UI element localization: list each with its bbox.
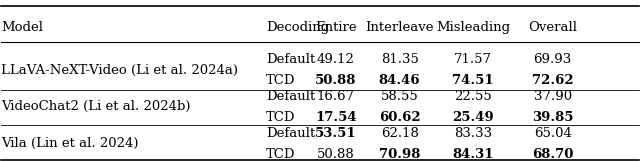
Text: 81.35: 81.35 — [381, 53, 419, 66]
Text: TCD: TCD — [266, 74, 295, 87]
Text: 72.62: 72.62 — [532, 74, 573, 87]
Text: LLaVA-NeXT-Video (Li et al. 2024a): LLaVA-NeXT-Video (Li et al. 2024a) — [1, 63, 238, 76]
Text: 69.93: 69.93 — [534, 53, 572, 66]
Text: VideoChat2 (Li et al. 2024b): VideoChat2 (Li et al. 2024b) — [1, 100, 191, 113]
Text: Misleading: Misleading — [436, 21, 510, 34]
Text: 50.88: 50.88 — [317, 147, 355, 161]
Text: 22.55: 22.55 — [454, 90, 492, 103]
Text: 50.88: 50.88 — [316, 74, 356, 87]
Text: TCD: TCD — [266, 147, 295, 161]
Text: 49.12: 49.12 — [317, 53, 355, 66]
Text: 37.90: 37.90 — [534, 90, 572, 103]
Text: 39.85: 39.85 — [532, 111, 573, 124]
Text: Default: Default — [266, 53, 315, 66]
Text: Decoding: Decoding — [266, 21, 329, 34]
Text: 84.46: 84.46 — [379, 74, 420, 87]
Text: 70.98: 70.98 — [379, 147, 420, 161]
Text: 71.57: 71.57 — [454, 53, 492, 66]
Text: 53.51: 53.51 — [315, 127, 356, 140]
Text: 60.62: 60.62 — [379, 111, 420, 124]
Text: 16.67: 16.67 — [317, 90, 355, 103]
Text: Interleave: Interleave — [365, 21, 434, 34]
Text: 68.70: 68.70 — [532, 147, 573, 161]
Text: 58.55: 58.55 — [381, 90, 419, 103]
Text: Overall: Overall — [528, 21, 577, 34]
Text: 25.49: 25.49 — [452, 111, 494, 124]
Text: Entire: Entire — [315, 21, 356, 34]
Text: Model: Model — [1, 21, 44, 34]
Text: 74.51: 74.51 — [452, 74, 493, 87]
Text: 84.31: 84.31 — [452, 147, 493, 161]
Text: TCD: TCD — [266, 111, 295, 124]
Text: 62.18: 62.18 — [381, 127, 419, 140]
Text: Default: Default — [266, 127, 315, 140]
Text: 17.54: 17.54 — [315, 111, 356, 124]
Text: Vila (Lin et al. 2024): Vila (Lin et al. 2024) — [1, 137, 139, 150]
Text: 83.33: 83.33 — [454, 127, 492, 140]
Text: Default: Default — [266, 90, 315, 103]
Text: 65.04: 65.04 — [534, 127, 572, 140]
